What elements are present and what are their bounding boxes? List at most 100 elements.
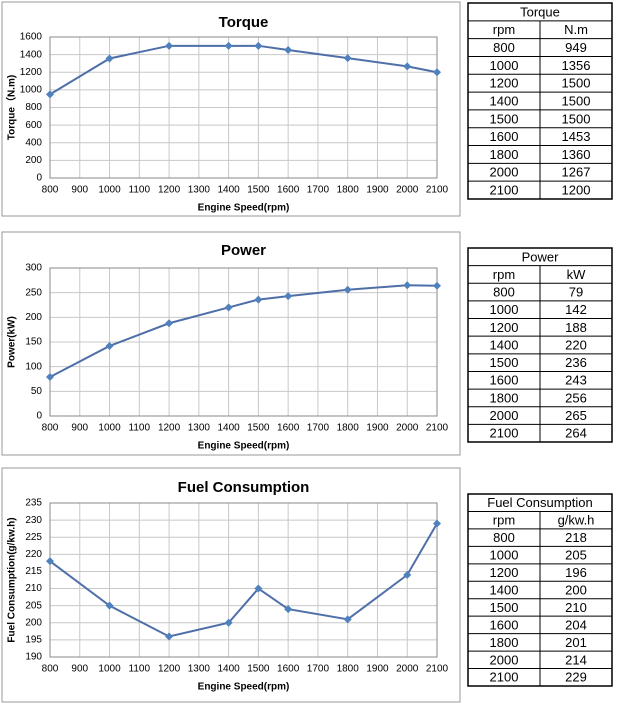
table-cell: 1400 [490,337,519,352]
table-cell: 200 [565,582,587,597]
table-cell: 256 [565,390,587,405]
data-point [254,295,263,304]
table-cell: 1500 [490,355,519,370]
x-tick-label: 2000 [396,185,419,196]
y-axis-label: Power(kW) [7,316,18,368]
y-tick-label: 190 [25,652,42,663]
y-tick-label: 250 [25,287,42,298]
table-cell: 1800 [490,390,519,405]
x-tick-label: 1900 [366,664,389,675]
y-tick-label: 205 [25,600,42,611]
table-cell: 1400 [490,93,519,108]
table-cell: 1200 [490,320,519,335]
x-tick-label: 900 [71,664,88,675]
table-cell: 1500 [490,600,519,615]
table-cell: 1800 [490,635,519,650]
data-point [284,605,293,614]
table-cell: 236 [565,355,587,370]
x-tick-label: 1100 [129,423,151,434]
data-point [343,615,352,624]
table-cell: 2100 [490,183,519,198]
y-tick-label: 225 [25,532,42,543]
table-cell: 2100 [490,670,519,685]
table-cell: 1200 [562,183,591,198]
data-point [433,519,441,528]
table-header: rpm [493,22,515,37]
table-cell: 949 [565,40,587,55]
x-tick-label: 1300 [188,185,211,196]
table-cell: 79 [569,285,583,300]
table-cell: 1500 [562,76,591,91]
data-point [343,285,352,294]
data-point [46,557,54,566]
data-point [165,41,174,50]
chart-frame [1,1,461,217]
table-cell: 1400 [490,582,519,597]
table-cell: 210 [565,600,587,615]
y-tick-label: 1400 [20,49,43,60]
plot-frame [49,502,438,658]
table-cell: 265 [565,408,587,423]
x-tick-label: 1000 [98,664,121,675]
data-point [403,570,412,579]
table-cell: 1500 [490,111,519,126]
table-cell: 2000 [490,165,519,180]
data-point [254,41,263,50]
y-tick-label: 1200 [20,67,43,78]
data-line [49,284,438,378]
table-cell: 1200 [490,565,519,580]
data-point [284,45,293,54]
y-tick-label: 1600 [20,32,43,43]
table-title: Power [522,249,560,264]
y-tick-label: 100 [25,361,42,372]
data-point [224,41,233,50]
data-point [254,584,263,593]
table-cell: 243 [565,373,587,388]
table-header: rpm [493,513,515,528]
x-tick-label: 1100 [129,185,151,196]
x-tick-label: 1600 [277,423,300,434]
x-tick-label: 1200 [158,664,181,675]
data-point [284,292,293,301]
table-cell: 1267 [562,165,591,180]
y-tick-label: 300 [25,263,42,274]
x-tick-label: 1200 [158,423,181,434]
x-tick-label: 1700 [307,664,330,675]
table-header: N.m [564,22,588,37]
table-cell: 1360 [562,147,591,162]
x-tick-label: 800 [42,423,59,434]
y-tick-label: 0 [36,411,42,422]
table-header: rpm [493,267,515,282]
table-cell: 1000 [490,548,519,563]
table-cell: 220 [565,337,587,352]
x-tick-label: 1600 [277,664,300,675]
x-tick-label: 1000 [98,423,121,434]
table-cell: 2100 [490,426,519,441]
y-tick-label: 200 [25,312,42,323]
x-tick-label: 1800 [337,185,360,196]
y-tick-label: 800 [25,102,42,113]
x-tick-label: 1700 [307,423,330,434]
y-tick-label: 230 [25,515,42,526]
data-point [224,618,233,627]
table-cell: 142 [565,302,587,317]
data-point [403,281,412,290]
table-title: Fuel Consumption [487,495,593,510]
table-header: g/kw.h [558,513,595,528]
table-cell: 1356 [562,58,591,73]
table-cell: 214 [565,652,587,667]
data-point [433,68,441,77]
y-tick-label: 200 [25,617,42,628]
data-point [46,90,54,99]
x-tick-label: 1500 [247,664,270,675]
data-point [105,601,114,610]
table-cell: 1600 [490,617,519,632]
y-tick-label: 50 [31,386,43,397]
chart-title: Power [221,242,266,259]
y-tick-label: 600 [25,120,42,131]
table-cell: 1600 [490,129,519,144]
x-axis-label: Engine Speed(rpm) [198,682,290,693]
table-title: Torque [520,4,560,19]
y-tick-label: 215 [25,566,42,577]
y-tick-label: 210 [25,583,42,594]
